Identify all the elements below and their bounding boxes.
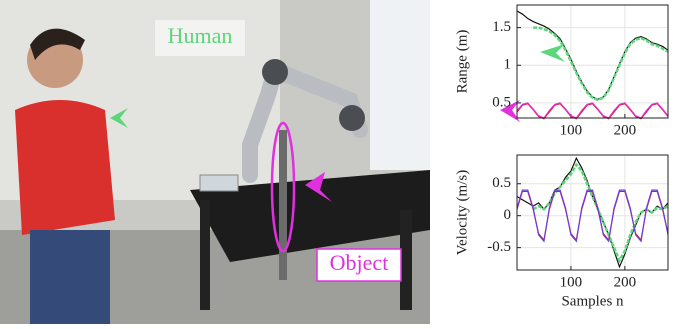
range-arrow-human <box>540 44 565 62</box>
y-tick-label: 0.5 <box>492 94 511 110</box>
y-tick-label: 0 <box>504 207 512 223</box>
robot-joint <box>262 59 288 85</box>
series-line <box>533 28 668 100</box>
human-shirt <box>15 100 115 235</box>
y-tick-label: -0.5 <box>487 239 511 255</box>
y-axis-label: Range (m) <box>454 30 470 94</box>
x-tick-label: 200 <box>614 122 637 138</box>
figure: Human Object 0.5 1 1.5 100 200 Range (m) -0.5 0… <box>0 0 674 324</box>
robot-joint <box>339 105 365 131</box>
page: {"photo": {"labels": ["Human", "Object"]… <box>0 0 674 324</box>
human-jeans <box>30 230 110 324</box>
plot-frame <box>517 5 668 118</box>
series-line <box>517 103 668 118</box>
human-label: Human <box>168 23 233 48</box>
series-line <box>517 11 668 99</box>
table-leg <box>200 200 210 310</box>
series-line <box>533 165 668 261</box>
x-axis-label: Samples n <box>561 293 624 309</box>
window <box>370 0 430 170</box>
x-tick-label: 200 <box>614 274 637 290</box>
y-tick-label: 0.5 <box>492 175 511 191</box>
y-tick-label: 1.5 <box>492 19 511 35</box>
object-pole <box>279 130 287 280</box>
y-axis-label: Velocity (m/s) <box>454 170 470 255</box>
y-tick-label: 1 <box>504 57 512 73</box>
x-tick-label: 100 <box>560 274 583 290</box>
photo: Human Object <box>0 0 430 324</box>
table-leg <box>400 210 412 310</box>
x-tick-label: 100 <box>560 122 583 138</box>
teach-pendant <box>200 175 238 191</box>
object-label: Object <box>330 250 389 275</box>
